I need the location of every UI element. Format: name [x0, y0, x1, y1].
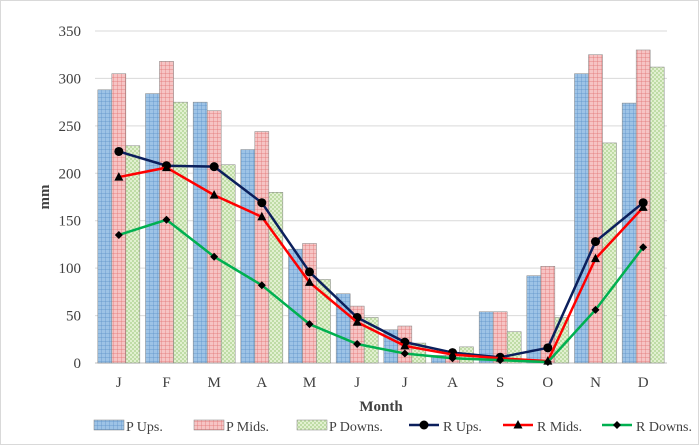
marker-circle-4: [305, 267, 314, 277]
x-tick-label: D: [638, 375, 649, 391]
x-tick-label: O: [542, 375, 553, 391]
y-tick-label: 300: [59, 71, 82, 87]
marker-circle-0: [114, 146, 124, 156]
marker-circle-10: [591, 237, 600, 247]
x-tick-label: M: [207, 375, 220, 391]
bar-green-3: [268, 192, 284, 364]
marker-triangle-3: [257, 211, 267, 221]
legend-item: R Downs.: [602, 420, 692, 435]
marker-circle-9: [543, 343, 553, 353]
bar-green-4: [316, 279, 331, 364]
marker-triangle-6: [400, 340, 410, 350]
marker-triangle-0: [114, 172, 124, 181]
bar-blue-11: [621, 102, 637, 364]
legend-label: P Downs.: [329, 420, 383, 435]
x-axis-title: Month: [359, 399, 403, 415]
y-tick-label: 100: [59, 261, 82, 277]
gridlines: [95, 30, 667, 364]
legend-item: R Ups.: [409, 420, 482, 435]
x-tick-label: J: [116, 375, 122, 391]
bar-blue-1: [145, 93, 160, 364]
marker-triangle-1: [162, 162, 171, 172]
marker-diamond-9: [543, 358, 552, 367]
line-diamond: [118, 218, 645, 364]
bar-red-0: [111, 73, 127, 364]
x-tick-label: S: [496, 375, 504, 391]
x-tick-label: F: [162, 375, 170, 391]
legend: P Ups. P Mids. P Downs. R Ups. R Mids. R Down…: [93, 419, 692, 435]
bar-blue-2: [192, 101, 208, 364]
legend-marker: [613, 421, 621, 429]
marker-diamond-4: [305, 320, 314, 329]
y-tick-label: 50: [66, 309, 81, 325]
bar-blue-0: [97, 89, 113, 364]
bar-green-0: [125, 145, 141, 364]
y-tick-label: 350: [59, 24, 82, 40]
legend-marker: [419, 420, 429, 430]
y-tick-label: 0: [74, 356, 82, 372]
y-tick-label: 200: [59, 166, 82, 182]
legend-label: R Downs.: [636, 420, 692, 435]
legend-item: R Mids.: [503, 420, 582, 435]
marker-diamond-2: [210, 252, 219, 261]
marker-diamond-7: [448, 354, 457, 363]
marker-diamond-11: [639, 243, 648, 252]
bar-red-4: [302, 243, 317, 364]
marker-diamond-1: [162, 215, 171, 224]
bar-red-2: [206, 110, 222, 364]
bar-green-1: [173, 101, 188, 364]
x-tick-label: J: [402, 375, 408, 391]
y-axis-title: mm: [37, 184, 53, 209]
legend-item: P Ups.: [93, 419, 163, 435]
y-tick-label: 150: [59, 214, 82, 230]
marker-diamond-3: [257, 281, 266, 290]
x-tick-label: A: [256, 375, 267, 391]
bar-red-3: [254, 131, 270, 364]
marker-triangle-2: [209, 190, 219, 199]
marker-diamond-5: [353, 340, 362, 349]
bar-green-5: [363, 317, 379, 364]
line-circle: [118, 150, 644, 359]
legend-swatch: [93, 419, 125, 431]
bar-blue-4: [288, 248, 303, 364]
bar-red-1: [159, 61, 174, 364]
line-triangle: [118, 166, 645, 363]
marker-diamond-6: [400, 349, 409, 358]
y-tick-label: 250: [59, 119, 82, 135]
marker-triangle-11: [638, 202, 648, 211]
marker-diamond-8: [496, 356, 505, 365]
marker-circle-2: [209, 162, 219, 172]
marker-triangle-10: [591, 253, 600, 263]
legend-swatch: [193, 419, 225, 431]
legend-label: P Ups.: [126, 420, 163, 435]
line-series-group: [114, 146, 648, 367]
legend-item: P Mids.: [193, 419, 269, 435]
bar-blue-3: [240, 149, 256, 364]
bar-green-10: [602, 142, 617, 364]
x-tick-label: N: [590, 375, 601, 391]
marker-diamond-0: [114, 230, 123, 239]
marker-triangle-5: [352, 317, 362, 326]
legend-label: R Mids.: [537, 420, 582, 435]
marker-circle-3: [257, 198, 267, 208]
x-tick-label: A: [447, 375, 458, 391]
x-tick-label: M: [303, 375, 316, 391]
y-axis-ticks: 0 50 100 150 200 250 300 350: [59, 24, 82, 372]
marker-diamond-10: [591, 305, 600, 314]
legend-label: R Ups.: [443, 420, 482, 435]
x-tick-label: J: [354, 375, 360, 391]
legend-marker: [513, 420, 523, 429]
legend-label: P Mids.: [226, 420, 269, 435]
marker-triangle-4: [305, 277, 314, 286]
legend-item: P Downs.: [296, 419, 383, 435]
legend-swatch: [296, 419, 328, 431]
bar-green-11: [649, 66, 665, 364]
marker-triangle-7: [448, 349, 457, 358]
